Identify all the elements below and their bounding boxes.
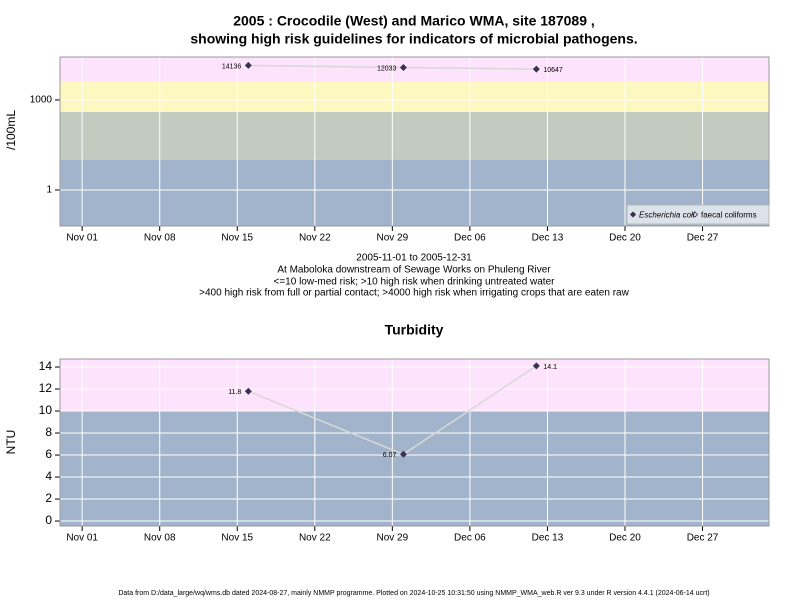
note: 2005-11-01 to 2005-12-31	[356, 253, 472, 264]
x-tick-label: Nov 01	[66, 233, 98, 244]
x-tick-label: Dec 20	[609, 233, 641, 244]
note: >400 high risk from full or partial cont…	[199, 288, 629, 299]
y-tick-label: 8	[45, 425, 52, 439]
y-tick-label: 12	[39, 381, 53, 395]
x-tick-label: Nov 22	[299, 233, 331, 244]
legend-marker	[691, 211, 699, 218]
y-tick-label: 0	[45, 513, 52, 527]
y-tick-label: 6	[45, 447, 52, 461]
data-point	[532, 65, 540, 73]
y-axis-label: /100mL	[4, 110, 18, 150]
y-axis-label: NTU	[4, 430, 18, 455]
x-tick-label: Dec 06	[454, 233, 486, 244]
plot-frame	[59, 358, 770, 527]
x-tick-label: Dec 13	[532, 233, 564, 244]
plot-frame	[59, 56, 770, 227]
risk-band	[60, 57, 769, 82]
data-point	[244, 61, 252, 69]
data-label: 6.07	[383, 452, 397, 459]
data-point	[532, 362, 540, 370]
data-point	[399, 64, 407, 72]
x-tick-label: Dec 27	[687, 233, 719, 244]
data-point	[399, 450, 407, 458]
x-tick-label: Nov 29	[377, 533, 409, 544]
y-tick-label: 2	[45, 491, 52, 505]
y-tick-label: 10	[39, 403, 53, 417]
x-tick-label: Nov 01	[66, 533, 98, 544]
x-tick-label: Dec 13	[532, 533, 564, 544]
footer: Data from D:/data_large/wq/wms.db dated …	[118, 590, 709, 597]
y-tick-label: 4	[45, 469, 52, 483]
data-point	[244, 387, 252, 395]
data-label: 14.1	[543, 364, 557, 371]
legend-marker	[629, 211, 637, 218]
legend-label: faecal coliforms	[701, 211, 757, 220]
chart-title: Turbidity	[385, 322, 444, 338]
data-label: 14136	[222, 63, 242, 70]
x-tick-label: Nov 22	[299, 533, 331, 544]
note: At Maboloka downstream of Sewage Works o…	[277, 265, 551, 276]
y-tick-label: 14	[39, 359, 53, 373]
x-tick-label: Nov 08	[144, 533, 176, 544]
legend-label: Escherichia coli	[639, 211, 695, 220]
x-tick-label: Nov 15	[221, 233, 253, 244]
data-label: 11.8	[228, 389, 241, 396]
y-tick-label: 1000	[30, 95, 53, 106]
x-tick-label: Nov 15	[221, 533, 253, 544]
x-tick-label: Dec 20	[609, 533, 641, 544]
risk-band	[60, 111, 769, 160]
risk-band	[60, 411, 769, 526]
chart-title: 2005 : Crocodile (West) and Marico WMA, …	[233, 13, 595, 29]
data-label: 12033	[377, 65, 397, 72]
chart-subtitle: showing high risk guidelines for indicat…	[190, 31, 637, 47]
x-tick-label: Nov 08	[144, 233, 176, 244]
risk-band	[60, 359, 769, 412]
y-tick-label: 1	[46, 185, 52, 196]
x-tick-label: Nov 29	[377, 233, 409, 244]
data-label: 10647	[543, 67, 563, 74]
risk-band	[60, 81, 769, 112]
x-tick-label: Dec 06	[454, 533, 486, 544]
x-tick-label: Dec 27	[687, 533, 719, 544]
note: <=10 low-med risk; >10 high risk when dr…	[274, 277, 556, 288]
